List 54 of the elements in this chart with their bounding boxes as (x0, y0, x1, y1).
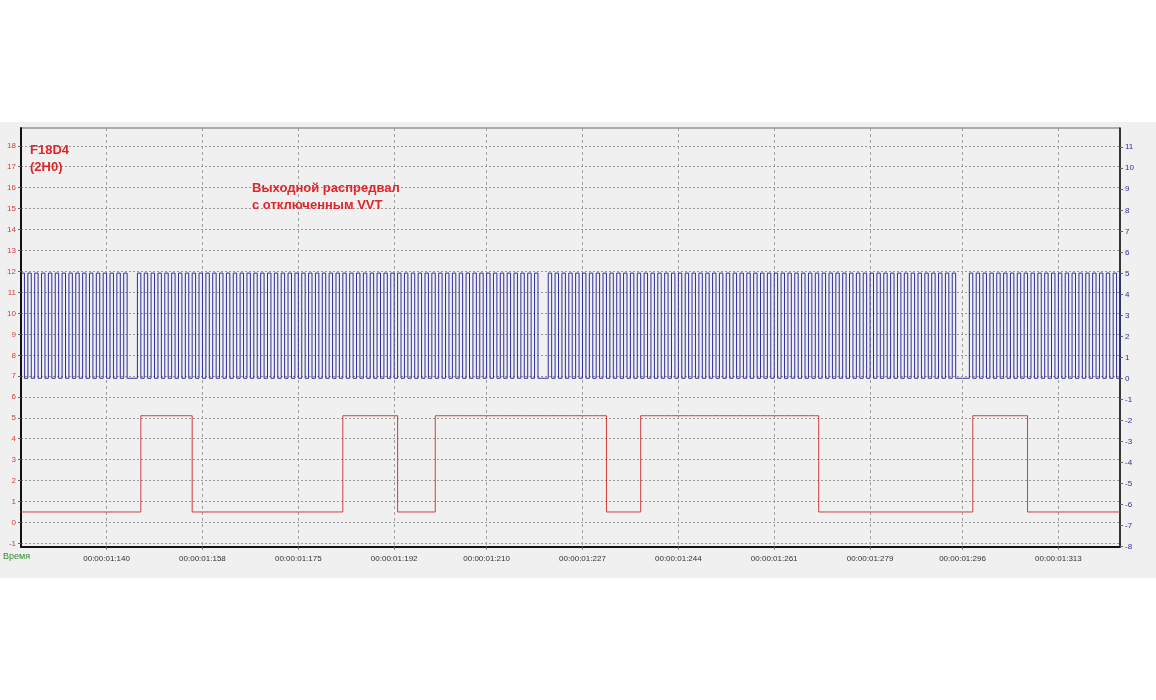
y2-tick-label: -1 (1125, 394, 1133, 404)
y2-tick-label: 8 (1125, 205, 1130, 215)
x-tick-label: 00:00:01:158 (179, 554, 227, 563)
y2-tick-label: 4 (1125, 289, 1130, 299)
y-tick-label: 4 (11, 434, 17, 444)
x-axis-title: Время (3, 551, 31, 561)
text: F18D4 (2H0) (30, 142, 70, 174)
x-tick-label: 00:00:01:175 (274, 554, 323, 563)
x-tick-label: 00:00:01:210 (463, 554, 511, 563)
y-tick-label: 0 (11, 517, 17, 527)
x-tick-label: 00:00:01:140 (83, 554, 131, 563)
y2-tick-label: 1 (1125, 352, 1130, 362)
y2-tick-label: 6 (1125, 247, 1130, 257)
x-tick-label: 00:00:01:227 (559, 554, 607, 563)
y2-tick-label: 9 (1125, 184, 1130, 194)
x-tick-label: 00:00:01:279 (846, 554, 894, 563)
y2-tick-label: 5 (1125, 268, 1130, 278)
y2-tick-label: -4 (1125, 457, 1133, 467)
y-tick-label: -1 (8, 538, 17, 548)
y-tick-label: 1 (11, 497, 17, 507)
y2-tick-label: 10 (1125, 163, 1135, 173)
y2-tick-label: 2 (1125, 331, 1130, 341)
x-tick-label: 00:00:01:244 (654, 554, 703, 563)
x-tick-label: 00:00:01:192 (370, 554, 419, 563)
y2-tick-label: -6 (1125, 499, 1133, 509)
y-tick-label: 10 (7, 308, 17, 318)
y-tick-label: 2 (11, 476, 17, 486)
y-tick-label: 13 (7, 245, 17, 255)
y-tick-label: 15 (7, 204, 17, 214)
y2-tick-label: -2 (1125, 415, 1133, 425)
y-tick-label: 3 (11, 455, 17, 465)
y2-tick-label: -3 (1125, 436, 1133, 446)
y2-tick-label: -5 (1125, 478, 1133, 488)
y-tick-label: 5 (11, 413, 17, 423)
y2-tick-label: 0 (1125, 373, 1130, 383)
y-tick-label: 7 (11, 371, 17, 381)
y2-tick-label: -7 (1125, 520, 1133, 530)
x-tick-label: 00:00:01:313 (1035, 554, 1083, 563)
y-tick-label: 14 (7, 224, 17, 234)
y2-tick-label: 11 (1125, 142, 1134, 152)
text: Выходной распредвал с отключенным VVT (252, 180, 400, 212)
y2-tick-label: 3 (1125, 310, 1130, 320)
y-tick-label: 11 (7, 287, 17, 297)
y-tick-label: 18 (7, 141, 17, 151)
x-tick-label: 00:00:01:261 (750, 554, 799, 563)
y-tick-label: 12 (7, 266, 17, 276)
y2-tick-label: 7 (1125, 226, 1130, 236)
y-tick-label: 17 (7, 162, 17, 172)
y-tick-label: 6 (11, 392, 17, 402)
y-tick-label: 8 (11, 350, 17, 360)
y-tick-label: 16 (7, 183, 17, 193)
y-tick-label: 9 (11, 329, 17, 339)
x-tick-label: 00:00:01:296 (939, 554, 987, 563)
y2-tick-label: -8 (1125, 542, 1133, 551)
